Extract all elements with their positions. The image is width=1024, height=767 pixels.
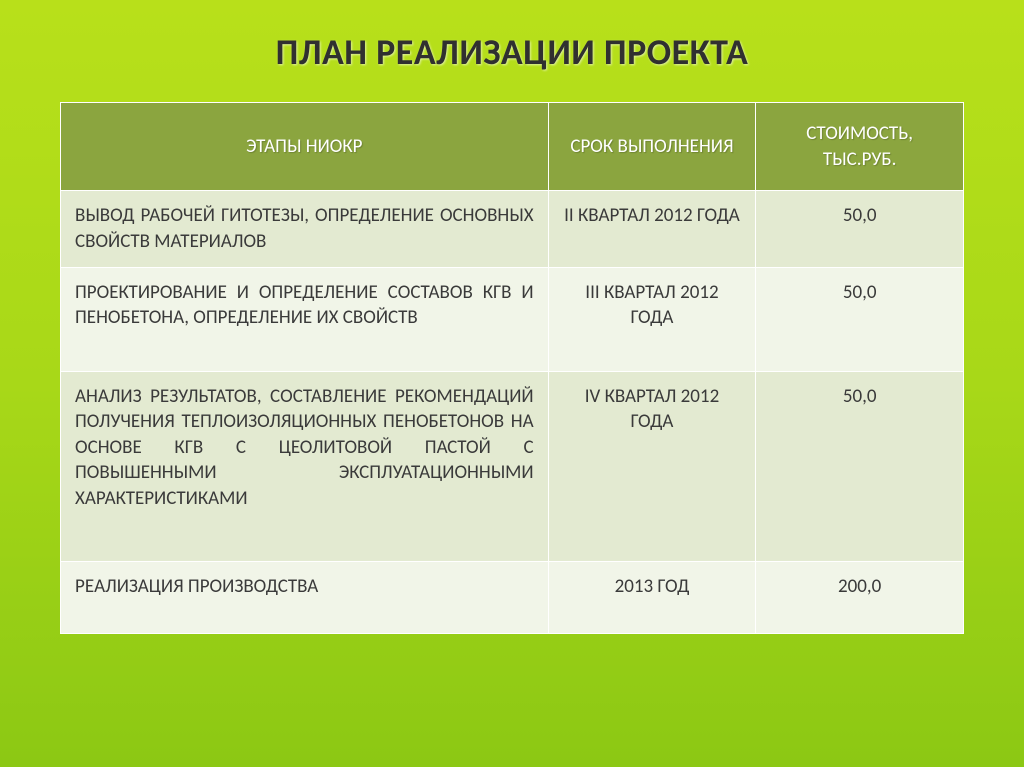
slide: ПЛАН РЕАЛИЗАЦИИ ПРОЕКТА ЭТАПЫ НИОКР СРОК… xyxy=(0,0,1024,767)
plan-table: ЭТАПЫ НИОКР СРОК ВЫПОЛНЕНИЯ СТОИМОСТЬ, Т… xyxy=(60,102,964,634)
table-header-row: ЭТАПЫ НИОКР СРОК ВЫПОЛНЕНИЯ СТОИМОСТЬ, Т… xyxy=(61,103,964,191)
col-header-cost: СТОИМОСТЬ, ТЫС.РУБ. xyxy=(756,103,964,191)
cell-cost: 50,0 xyxy=(756,267,964,371)
cell-term: III КВАРТАЛ 2012 ГОДА xyxy=(548,267,756,371)
table-row: ПРОЕКТИРОВАНИЕ И ОПРЕДЕЛЕНИЕ СОСТАВОВ КГ… xyxy=(61,267,964,371)
cell-stages: ВЫВОД РАБОЧЕЙ ГИТОТЕЗЫ, ОПРЕДЕЛЕНИЕ ОСНО… xyxy=(61,191,549,267)
slide-title: ПЛАН РЕАЛИЗАЦИИ ПРОЕКТА xyxy=(60,30,964,74)
table-row: АНАЛИЗ РЕЗУЛЬТАТОВ, СОСТАВЛЕНИЕ РЕКОМЕНД… xyxy=(61,371,964,561)
cell-term: 2013 ГОД xyxy=(548,561,756,633)
table-row: ВЫВОД РАБОЧЕЙ ГИТОТЕЗЫ, ОПРЕДЕЛЕНИЕ ОСНО… xyxy=(61,191,964,267)
col-header-stages: ЭТАПЫ НИОКР xyxy=(61,103,549,191)
cell-term: II КВАРТАЛ 2012 ГОДА xyxy=(548,191,756,267)
cell-cost: 50,0 xyxy=(756,191,964,267)
cell-stages: АНАЛИЗ РЕЗУЛЬТАТОВ, СОСТАВЛЕНИЕ РЕКОМЕНД… xyxy=(61,371,549,561)
col-header-term: СРОК ВЫПОЛНЕНИЯ xyxy=(548,103,756,191)
cell-term: IV КВАРТАЛ 2012 ГОДА xyxy=(548,371,756,561)
cell-cost: 200,0 xyxy=(756,561,964,633)
table-row: РЕАЛИЗАЦИЯ ПРОИЗВОДСТВА 2013 ГОД 200,0 xyxy=(61,561,964,633)
cell-stages: ПРОЕКТИРОВАНИЕ И ОПРЕДЕЛЕНИЕ СОСТАВОВ КГ… xyxy=(61,267,549,371)
cell-stages: РЕАЛИЗАЦИЯ ПРОИЗВОДСТВА xyxy=(61,561,549,633)
cell-cost: 50,0 xyxy=(756,371,964,561)
